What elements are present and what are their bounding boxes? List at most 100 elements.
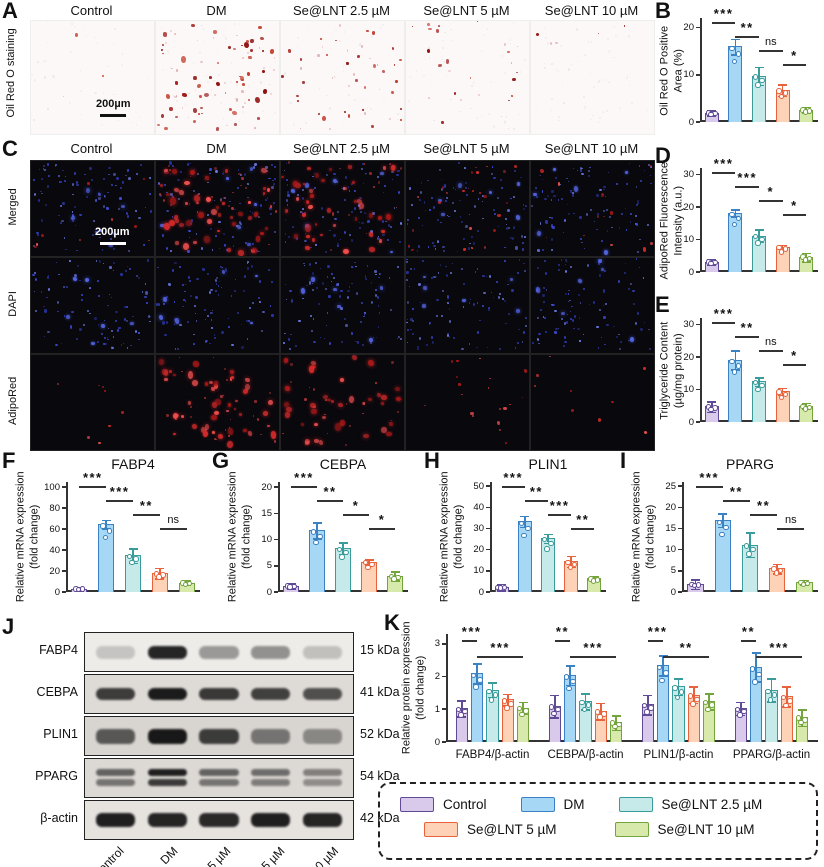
particle bbox=[397, 112, 400, 115]
particle bbox=[74, 273, 77, 277]
particle bbox=[233, 48, 236, 51]
particle bbox=[456, 251, 459, 253]
particle bbox=[175, 95, 178, 98]
panel-letter-a: A bbox=[2, 0, 18, 23]
particle bbox=[555, 328, 558, 331]
particle bbox=[268, 177, 271, 180]
particle bbox=[76, 264, 80, 268]
particle bbox=[428, 322, 431, 324]
particle bbox=[525, 205, 527, 208]
particle bbox=[217, 48, 219, 50]
particle bbox=[203, 397, 206, 400]
error-bar bbox=[647, 694, 649, 715]
particle bbox=[362, 183, 365, 185]
particle bbox=[283, 357, 289, 363]
particle bbox=[597, 32, 600, 35]
particle bbox=[555, 176, 558, 180]
particle bbox=[464, 182, 467, 185]
tick-mark bbox=[678, 506, 682, 509]
particle bbox=[483, 291, 486, 294]
error-bar-cap bbox=[730, 53, 740, 56]
chart-triglyceride: 0 10 20 30 *** ** ns * bbox=[683, 306, 818, 428]
error-bar-cap bbox=[730, 38, 740, 41]
particle bbox=[103, 262, 105, 265]
particle bbox=[596, 214, 600, 218]
particle bbox=[472, 82, 474, 84]
particle bbox=[313, 340, 316, 344]
particle bbox=[399, 338, 402, 341]
particle bbox=[617, 333, 621, 336]
fluorescence-image bbox=[405, 160, 530, 257]
error-bar-cap bbox=[101, 528, 111, 530]
particle bbox=[238, 250, 244, 256]
blot-band bbox=[302, 769, 342, 776]
particle bbox=[232, 191, 235, 194]
particle bbox=[358, 221, 361, 223]
particle bbox=[247, 196, 249, 198]
legend-swatch bbox=[614, 822, 649, 837]
tick-mark bbox=[442, 708, 446, 711]
particle bbox=[371, 31, 375, 35]
data-point bbox=[567, 564, 573, 571]
particle bbox=[538, 342, 541, 345]
particle bbox=[392, 178, 394, 181]
particle bbox=[408, 99, 411, 102]
particle bbox=[542, 178, 544, 181]
particle bbox=[406, 261, 408, 264]
particle bbox=[496, 420, 500, 426]
data-point bbox=[678, 689, 685, 695]
particle bbox=[238, 172, 241, 176]
blot-strip bbox=[84, 800, 354, 840]
significance-label: * bbox=[791, 198, 798, 213]
particle bbox=[246, 72, 250, 76]
particle bbox=[164, 41, 167, 45]
particle bbox=[129, 344, 132, 347]
particle bbox=[448, 69, 451, 73]
particle bbox=[234, 290, 236, 293]
particle bbox=[363, 315, 365, 318]
particle bbox=[346, 61, 349, 65]
particle bbox=[71, 220, 74, 223]
particle bbox=[397, 265, 399, 268]
particle bbox=[44, 309, 47, 313]
kda-label: 52 kDa bbox=[360, 727, 400, 741]
error-bar-cap bbox=[730, 350, 740, 352]
particle bbox=[147, 259, 150, 262]
particle bbox=[425, 209, 427, 211]
particle bbox=[406, 300, 410, 304]
data-point bbox=[590, 578, 597, 584]
particle bbox=[566, 321, 569, 325]
particle bbox=[476, 21, 479, 23]
data-point bbox=[563, 674, 570, 680]
particle bbox=[468, 343, 471, 345]
particle bbox=[202, 268, 205, 271]
y-axis bbox=[700, 318, 702, 422]
particle bbox=[238, 202, 241, 205]
significance-line bbox=[759, 200, 783, 202]
particle bbox=[630, 102, 633, 105]
particle bbox=[273, 440, 277, 443]
particle bbox=[406, 279, 408, 282]
particle bbox=[367, 265, 369, 267]
particle bbox=[197, 193, 201, 196]
particle bbox=[251, 36, 253, 37]
particle bbox=[462, 306, 465, 308]
particle bbox=[576, 170, 579, 172]
particle bbox=[545, 32, 547, 35]
particle bbox=[81, 294, 84, 297]
data-point bbox=[544, 546, 550, 552]
particle bbox=[46, 276, 49, 279]
tick-label: 20 bbox=[683, 201, 694, 213]
chartF-title: FABP4 bbox=[111, 456, 155, 472]
particle bbox=[40, 219, 44, 223]
particle bbox=[445, 266, 447, 268]
particle bbox=[75, 338, 78, 340]
particle bbox=[37, 61, 39, 63]
particle bbox=[357, 54, 361, 59]
particle bbox=[198, 95, 202, 99]
particle bbox=[221, 266, 224, 269]
particle bbox=[646, 110, 649, 112]
particle bbox=[88, 287, 92, 290]
particle bbox=[412, 333, 415, 335]
particle bbox=[90, 178, 93, 181]
